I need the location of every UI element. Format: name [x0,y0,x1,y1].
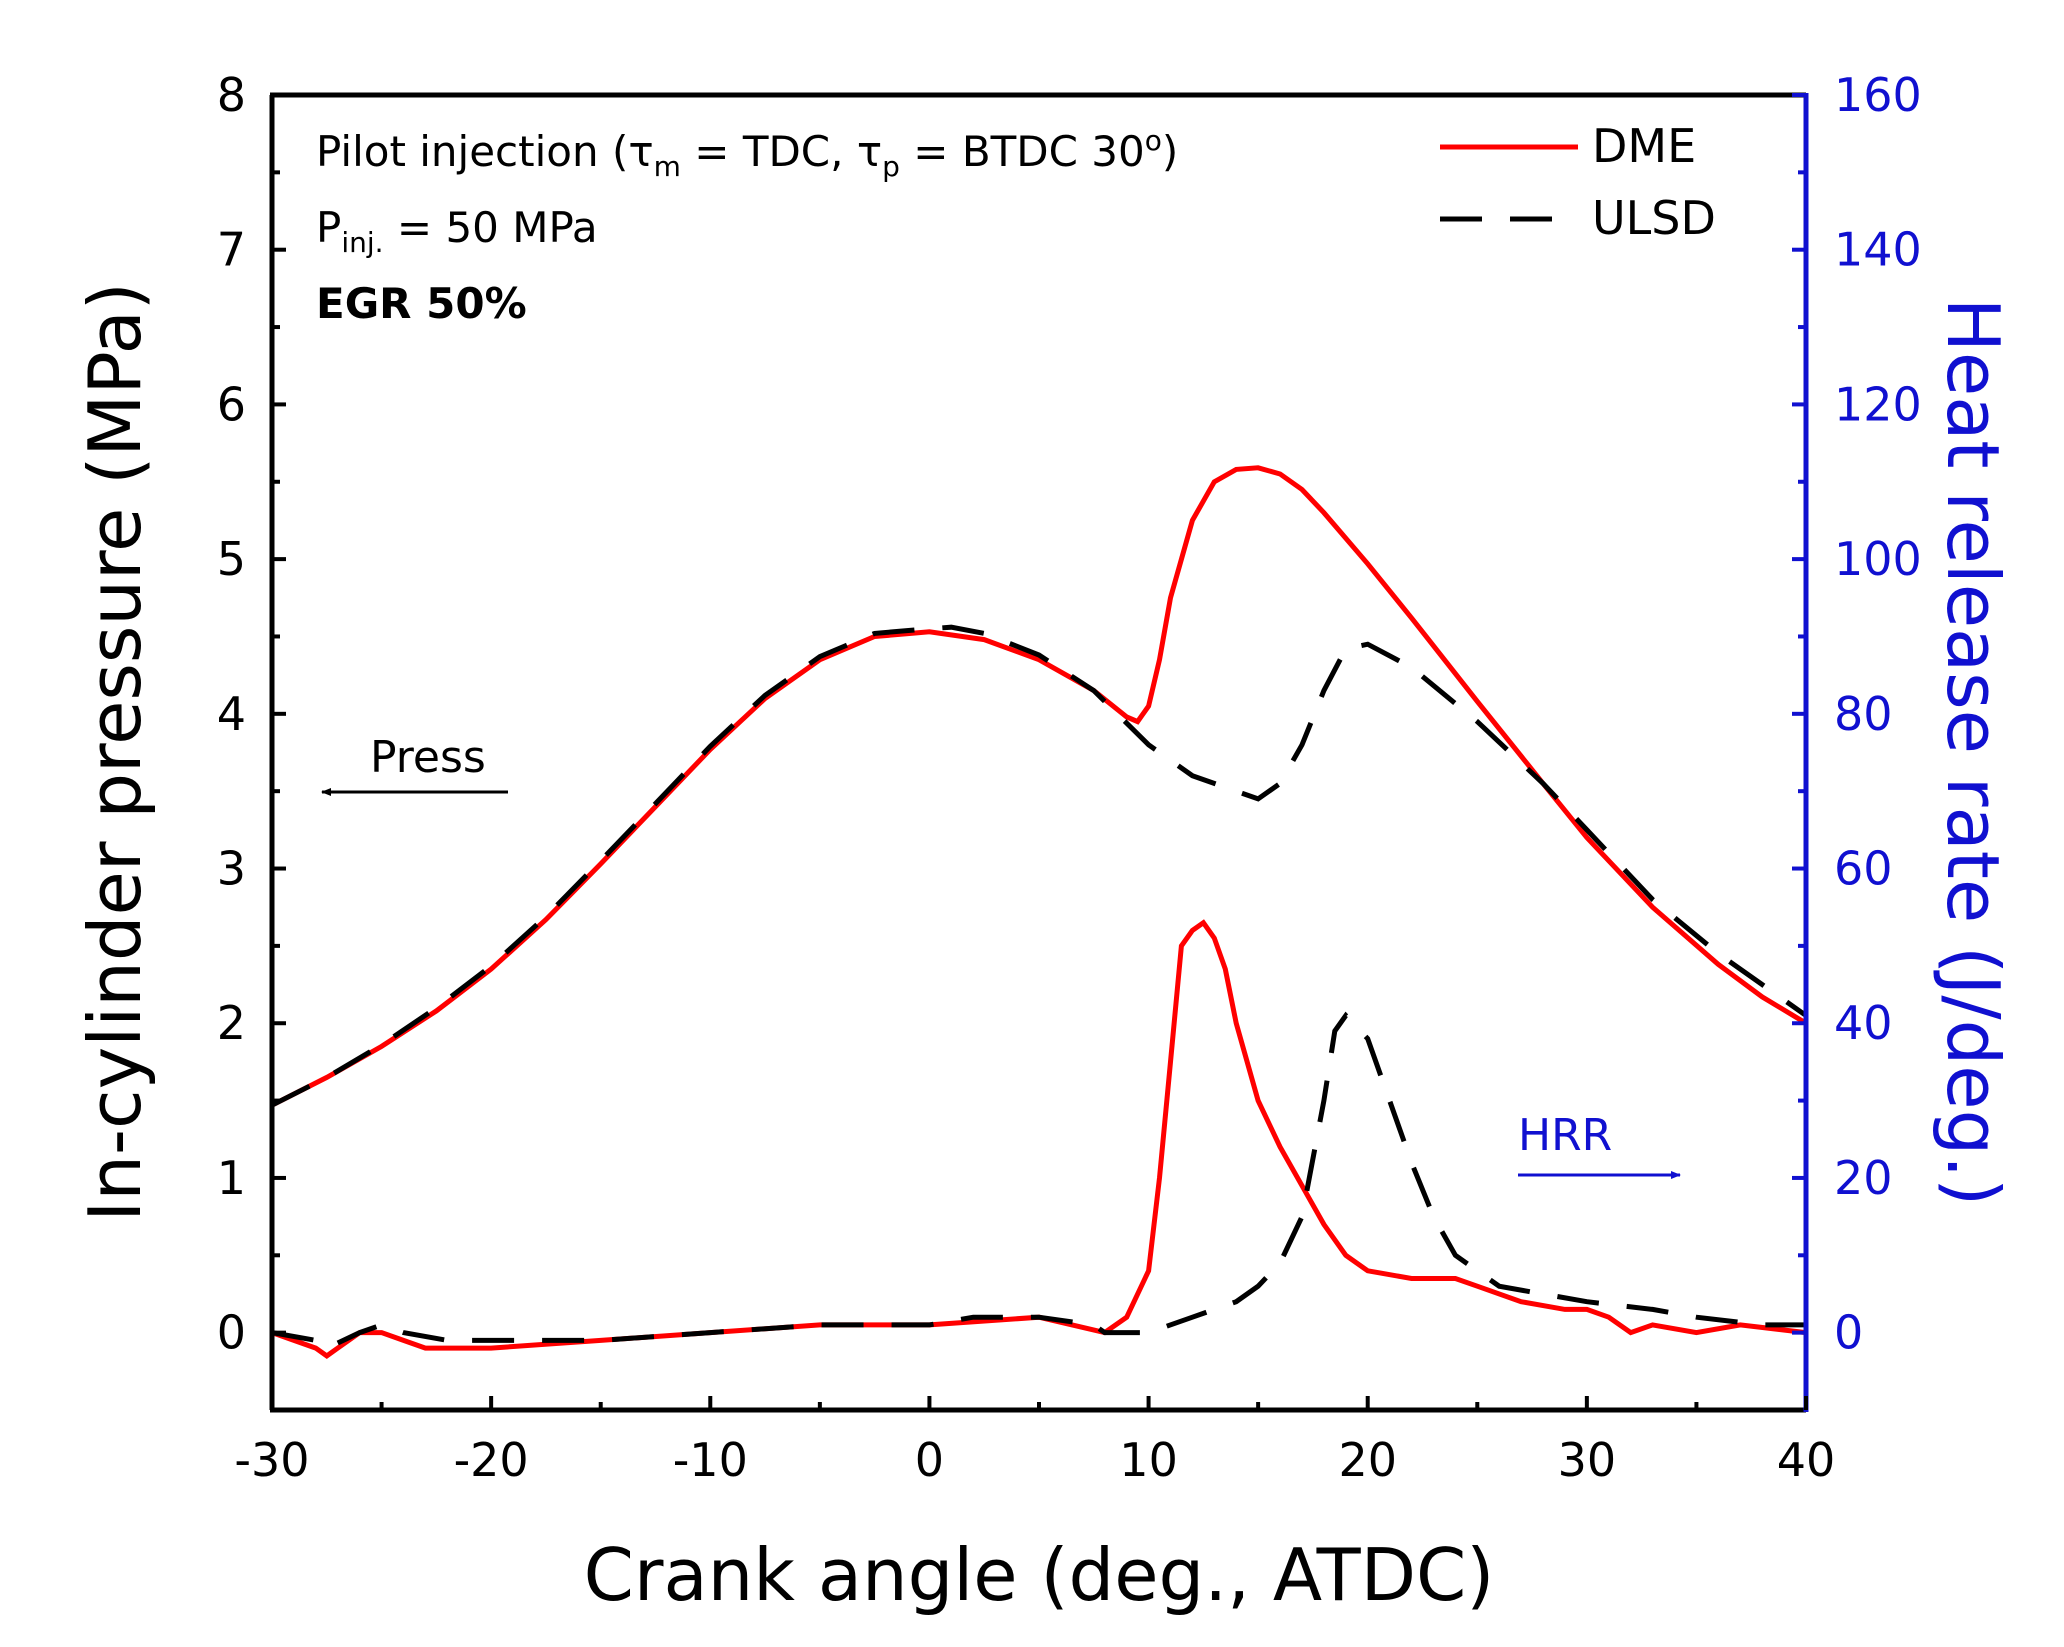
dme-pressure-series [272,465,1806,1108]
annotation-egr: EGR 50% [316,279,527,328]
ulsd-pressure-series [272,624,1806,1108]
y-left-tick-label: 2 [217,996,246,1050]
x-tick-label: 40 [1777,1433,1836,1487]
y-left-tick-label: 3 [217,842,246,896]
x-tick-label: -30 [234,1433,309,1487]
x-tick-label: -20 [454,1433,529,1487]
y-right-tick-label: 160 [1834,68,1922,122]
x-tick-label: 0 [915,1433,944,1487]
legend-label-ulsd: ULSD [1592,191,1716,245]
annotation-pilot-injection: Pilot injection (τm = TDC, τp = BTDC 30o… [316,124,1178,183]
y-left-tick-label: 6 [217,377,246,431]
y-right-tick-label: 100 [1834,532,1922,586]
legend: DME ULSD [1440,119,1716,245]
y-left-tick-label: 8 [217,68,246,122]
y-right-tick-label: 60 [1834,842,1893,896]
y-left-tick-label: 5 [217,532,246,586]
x-axis-title: Crank angle (deg., ATDC) [584,1533,1495,1617]
x-tick-label: -10 [673,1433,748,1487]
y-left-tick-label: 1 [217,1151,246,1205]
ulsd-hrr-series [272,1011,1806,1351]
legend-label-dme: DME [1592,119,1696,173]
y-right-tick-label: 40 [1834,996,1893,1050]
y-right-tick-label: 80 [1834,687,1893,741]
y-axis-title-left: In-cylinder pressure (MPa) [73,282,157,1222]
y-right-tick-label: 120 [1834,377,1922,431]
x-tick-label: 10 [1119,1433,1178,1487]
bottom-axis-ticks: -30 -20 -10 0 10 20 30 40 [234,1396,1835,1487]
y-left-tick-label: 0 [217,1306,246,1360]
press-arrow-label: Press [370,732,486,783]
y-right-tick-label: 140 [1834,223,1922,277]
annotation-injection-pressure: Pinj. = 50 MPa [316,203,598,259]
x-tick-label: 20 [1338,1433,1397,1487]
y-left-tick-label: 7 [217,223,246,277]
right-axis-ticks: 0 20 40 60 80 100 120 140 160 [1792,68,1922,1360]
dme-hrr-series [272,919,1806,1359]
left-axis-ticks: 0 1 2 3 4 5 6 7 8 [217,68,286,1360]
y-right-tick-label: 20 [1834,1151,1893,1205]
hrr-arrow-label: HRR [1518,1110,1612,1161]
y-right-tick-label: 0 [1834,1306,1863,1360]
x-tick-label: 30 [1558,1433,1617,1487]
y-axis-title-right: Heat release rate (J/deg.) [1931,298,2015,1207]
y-left-tick-label: 4 [217,687,246,741]
